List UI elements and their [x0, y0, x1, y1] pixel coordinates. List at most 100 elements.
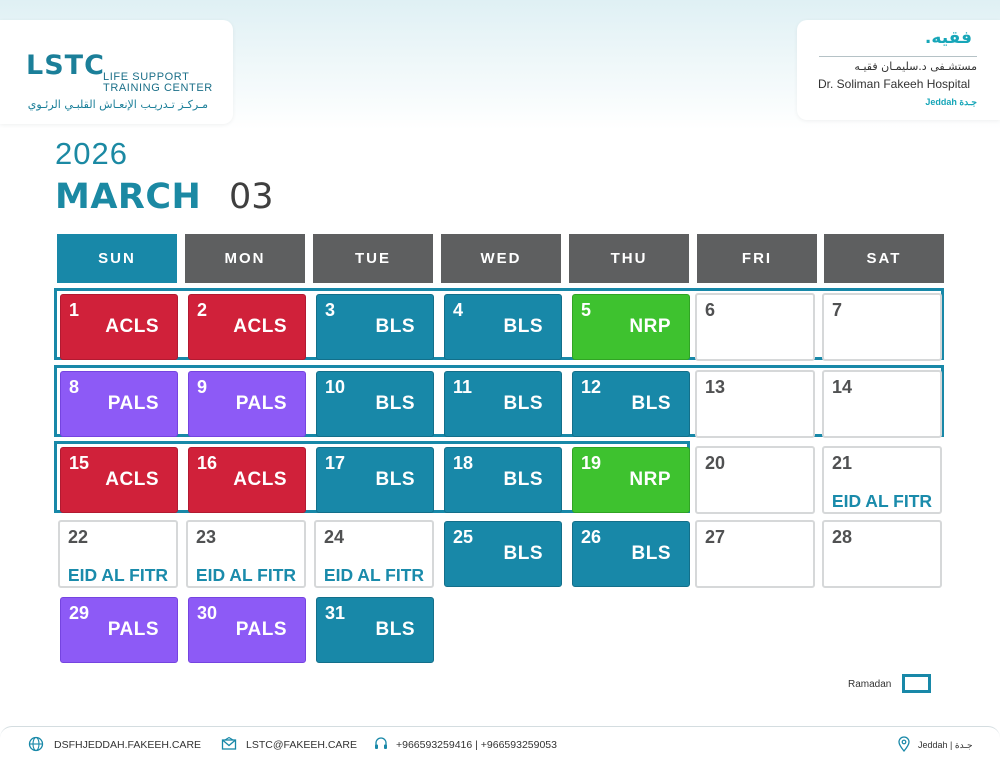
day-number: 28 [832, 527, 853, 547]
calendar-day-24: 24 EID AL FITR [314, 520, 434, 588]
footer-bar: DSFHJEDDAH.FAKEEH.CARE LSTC@FAKEEH.CARE … [0, 726, 1000, 764]
fakeeh-logo: فقيه. [924, 28, 972, 48]
calendar-day-15: 15 ACLS [60, 447, 178, 513]
footer-location: Jeddah | جـدة [918, 740, 973, 750]
course-label: ACLS [233, 316, 287, 337]
day-number: 17 [325, 453, 346, 473]
calendar-day-17: 17 BLS [316, 447, 434, 513]
day-number: 23 [196, 527, 217, 547]
lstc-logo-mark: LSTC [26, 50, 105, 81]
day-number: 18 [453, 453, 474, 473]
course-label: BLS [375, 393, 415, 414]
day-number: 9 [197, 377, 208, 397]
weekday-header-sat: SAT [824, 234, 944, 283]
day-number: 3 [325, 300, 336, 320]
course-label: BLS [503, 469, 543, 490]
weekday-header-sun: SUN [57, 234, 177, 283]
calendar-day-16: 16 ACLS [188, 447, 306, 513]
globe-icon [28, 736, 44, 752]
course-label: PALS [235, 619, 287, 640]
course-label: BLS [503, 393, 543, 414]
day-number: 21 [832, 453, 853, 473]
course-label: BLS [503, 543, 543, 564]
course-label: BLS [631, 543, 671, 564]
hospital-city: Jeddah جـدة [925, 97, 977, 107]
hospital-logo-card: فقيه. مستشـفى د.سليمـان فقيـه Dr. Solima… [797, 20, 1000, 120]
footer-phones[interactable]: +966593259416 | +966593259053 [396, 739, 557, 751]
calendar-day-23: 23 EID AL FITR [186, 520, 306, 588]
lstc-name-line2: TRAINING CENTER [103, 82, 213, 94]
calendar-day-22: 22 EID AL FITR [58, 520, 178, 588]
course-label: ACLS [105, 316, 159, 337]
legend-ramadan-swatch [902, 674, 931, 693]
day-number: 13 [705, 377, 726, 397]
day-number: 1 [69, 300, 80, 320]
location-pin-icon [898, 736, 910, 752]
calendar-day-29: 29 PALS [60, 597, 178, 663]
course-label: ACLS [105, 469, 159, 490]
calendar-day-3: 3 BLS [316, 294, 434, 360]
day-number: 2 [197, 300, 208, 320]
day-number: 14 [832, 377, 853, 397]
day-number: 8 [69, 377, 80, 397]
day-number: 30 [197, 603, 218, 623]
day-number: 7 [832, 300, 843, 320]
hospital-english-name: Dr. Soliman Fakeeh Hospital [818, 77, 971, 91]
footer-email[interactable]: LSTC@FAKEEH.CARE [246, 739, 358, 751]
day-number: 11 [453, 377, 473, 397]
day-number: 26 [581, 527, 602, 547]
day-number: 20 [705, 453, 726, 473]
calendar-day-7: 7 [822, 293, 942, 361]
day-number: 25 [453, 527, 474, 547]
course-label: BLS [631, 393, 671, 414]
lstc-name-line1: LIFE SUPPORT [103, 71, 190, 83]
day-number: 22 [68, 527, 89, 547]
holiday-label: EID AL FITR [831, 491, 933, 511]
calendar-day-9: 9 PALS [188, 371, 306, 437]
calendar-day-4: 4 BLS [444, 294, 562, 360]
course-label: BLS [375, 469, 415, 490]
lstc-logo-card: LSTC LIFE SUPPORT TRAINING CENTER مـركـز… [0, 20, 233, 124]
course-label: PALS [107, 619, 159, 640]
calendar-year: 2026 [55, 136, 128, 171]
calendar-day-20: 20 [695, 446, 815, 514]
calendar-day-25: 25 BLS [444, 521, 562, 587]
calendar-day-26: 26 BLS [572, 521, 690, 587]
holiday-label: EID AL FITR [67, 565, 169, 585]
day-number: 27 [705, 527, 726, 547]
calendar-day-31: 31 BLS [316, 597, 434, 663]
lstc-arabic-name: مـركـز تـدريـب الإنعـاش القلبـي الرئـوي [27, 98, 208, 111]
day-number: 24 [324, 527, 345, 547]
calendar-day-19: 19 NRP [572, 447, 690, 513]
course-label: PALS [235, 393, 287, 414]
course-label: BLS [503, 316, 543, 337]
weekday-header-mon: MON [185, 234, 305, 283]
calendar-day-5: 5 NRP [572, 294, 690, 360]
calendar-day-18: 18 BLS [444, 447, 562, 513]
holiday-label: EID AL FITR [323, 565, 425, 585]
weekday-header-tue: TUE [313, 234, 433, 283]
calendar-day-30: 30 PALS [188, 597, 306, 663]
calendar-day-13: 13 [695, 370, 815, 438]
legend-ramadan-label: Ramadan [848, 679, 892, 690]
course-label: NRP [629, 316, 671, 337]
footer-website[interactable]: DSFHJEDDAH.FAKEEH.CARE [54, 739, 202, 751]
course-label: BLS [375, 316, 415, 337]
course-label: ACLS [233, 469, 287, 490]
calendar-day-8: 8 PALS [60, 371, 178, 437]
calendar-day-14: 14 [822, 370, 942, 438]
weekday-header-wed: WED [441, 234, 561, 283]
calendar-day-10: 10 BLS [316, 371, 434, 437]
calendar-day-12: 12 BLS [572, 371, 690, 437]
day-number: 12 [581, 377, 602, 397]
headset-icon [375, 737, 387, 749]
course-label: BLS [375, 619, 415, 640]
calendar-month-number: 03 [229, 177, 274, 217]
day-number: 16 [197, 453, 218, 473]
day-number: 31 [325, 603, 346, 623]
weekday-header-thu: THU [569, 234, 689, 283]
course-label: NRP [629, 469, 671, 490]
calendar-day-28: 28 [822, 520, 942, 588]
calendar-day-6: 6 [695, 293, 815, 361]
hospital-arabic-name: مستشـفى د.سليمـان فقيـه [819, 56, 977, 73]
